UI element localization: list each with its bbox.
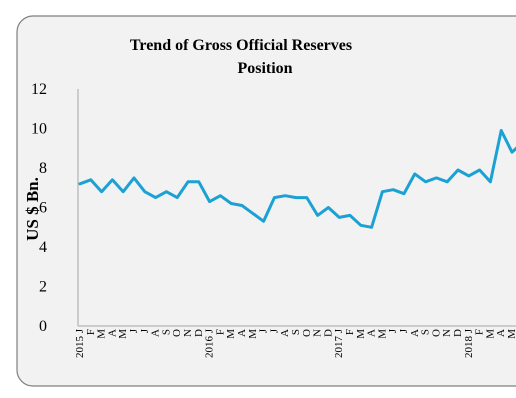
axes (77, 89, 516, 327)
x-tick-label: M (484, 329, 496, 339)
x-tick-label: M (225, 329, 237, 339)
y-axis-label: US $ Bn. (23, 177, 42, 241)
y-tick-label: 6 (39, 200, 47, 217)
series-group (78, 129, 516, 229)
y-tick-labels: 0 2 4 6 8 10 12 (31, 81, 47, 335)
y-tick-label: 2 (39, 279, 47, 296)
x-tick-label: M (247, 329, 259, 339)
x-tick-label: A (495, 329, 507, 337)
x-tick-label: J (139, 328, 151, 333)
series-line-0 (78, 129, 516, 229)
x-tick-label: J (387, 328, 399, 333)
x-tick-label: S (290, 329, 302, 335)
x-tick-label: A (236, 329, 248, 337)
x-tick-label: D (452, 329, 464, 337)
x-tick-label: D (193, 329, 205, 337)
chart-title-line-2: Position (237, 60, 292, 77)
x-tick-label: F (85, 329, 97, 335)
x-tick-label: A (366, 329, 378, 337)
x-tick-label: S (160, 329, 172, 335)
x-tick-label: J (398, 328, 410, 333)
x-tick-label: N (312, 329, 324, 337)
x-tick-label: A (106, 329, 118, 337)
x-tick-label: 2017 J (333, 328, 345, 358)
chart-frame (16, 15, 516, 387)
x-tick-label: A (279, 329, 291, 337)
x-tick-label: J (268, 328, 280, 333)
x-tick-label: J (128, 328, 140, 333)
x-tick-label: M (506, 329, 516, 339)
x-tick-label: F (344, 329, 356, 335)
chart-title-line-1: Trend of Gross Official Reserves (130, 37, 352, 54)
x-tick-label: M (355, 329, 367, 339)
x-tick-label: A (150, 329, 162, 337)
x-tick-label: F (214, 329, 226, 335)
y-tick-label: 0 (39, 318, 47, 335)
y-tick-label: 8 (39, 160, 47, 177)
x-tick-label: 2016 J (204, 328, 216, 358)
x-tick-label: N (441, 329, 453, 337)
x-tick-label: 2018 J (463, 328, 475, 358)
x-tick-label: F (474, 329, 486, 335)
x-tick-label: D (322, 329, 334, 337)
x-tick-label: M (376, 329, 388, 339)
x-tick-label: 2015 J (74, 328, 86, 358)
x-tick-label: M (96, 329, 108, 339)
x-tick-label: O (171, 329, 183, 337)
x-tick-label: S (420, 329, 432, 335)
y-tick-label: 10 (31, 121, 47, 138)
y-tick-label: 4 (39, 239, 47, 256)
x-tick-label: J (258, 328, 270, 333)
x-tick-label: N (182, 329, 194, 337)
x-tick-label: O (430, 329, 442, 337)
x-tick-label: M (117, 329, 129, 339)
x-tick-label: O (301, 329, 313, 337)
x-tick-label: A (409, 329, 421, 337)
y-tick-label: 12 (31, 81, 47, 98)
